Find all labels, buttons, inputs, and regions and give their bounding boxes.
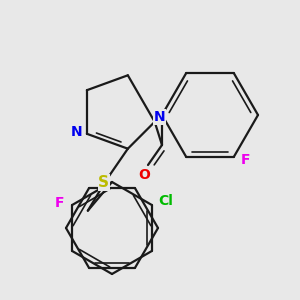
Text: N: N <box>154 110 166 124</box>
Text: O: O <box>138 168 150 182</box>
Text: F: F <box>241 153 251 166</box>
Text: S: S <box>98 175 109 190</box>
Text: N: N <box>71 125 83 139</box>
Text: F: F <box>54 196 64 210</box>
Text: Cl: Cl <box>158 194 173 208</box>
